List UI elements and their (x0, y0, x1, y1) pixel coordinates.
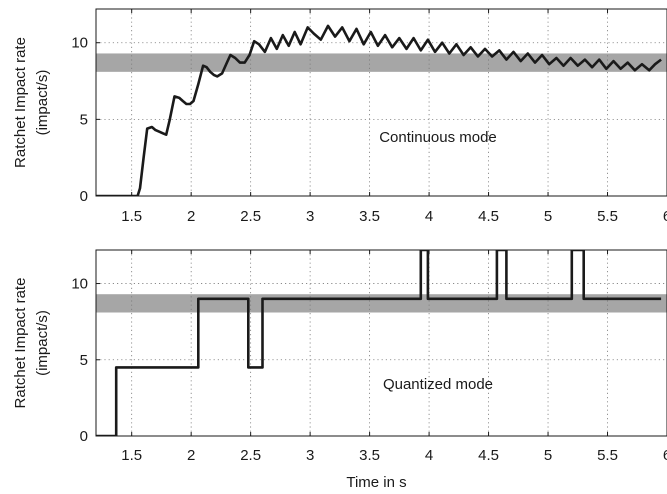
y-tick-label: 10 (71, 35, 88, 52)
x-tick-label: 3 (306, 208, 314, 225)
y-axis-unit: (impact/s) (34, 310, 51, 376)
x-tick-label: 5 (544, 208, 552, 225)
x-tick-label: 4 (425, 447, 433, 464)
y-tick-label: 5 (80, 352, 88, 369)
x-tick-label: 5.5 (597, 208, 618, 225)
x-tick-label: 6 (663, 208, 667, 225)
x-tick-label: 4.5 (478, 447, 499, 464)
x-tick-label: 1.5 (121, 447, 142, 464)
data-line (96, 24, 662, 196)
axes-frame (95, 249, 667, 437)
y-axis-title: Ratchet Impact rate (12, 37, 29, 168)
x-tick-label: 4.5 (478, 208, 499, 225)
x-axis-title: Time in s (346, 474, 406, 491)
data-line (96, 250, 662, 436)
x-tick-label: 3.5 (359, 208, 380, 225)
plot-area (96, 9, 667, 196)
y-tick-label: 0 (80, 428, 88, 445)
continuous-mode-panel: 1.5 2 2.5 3 3.5 4 4.5 5 5.5 6 0 5 10 Ratchet Impact r… (12, 8, 667, 225)
x-tick-label: 4 (425, 208, 433, 225)
x-tick-label: 3.5 (359, 447, 380, 464)
x-tick-label: 5 (544, 447, 552, 464)
x-tick-label: 1.5 (121, 208, 142, 225)
y-tick-label: 0 (80, 188, 88, 205)
quantized-mode-panel: 1.5 2 2.5 3 3.5 4 4.5 5 5.5 6 0 5 10 Ratchet Impact r… (12, 249, 667, 491)
x-tick-label: 2.5 (240, 208, 261, 225)
x-tick-label: 2.5 (240, 447, 261, 464)
y-axis-unit: (impact/s) (34, 70, 51, 136)
y-axis-title: Ratchet Impact rate (12, 278, 29, 409)
mode-annotation: Continuous mode (379, 129, 497, 146)
target-band (96, 294, 667, 313)
axes-frame (95, 8, 667, 197)
mode-annotation: Quantized mode (383, 376, 493, 393)
y-tick-label: 5 (80, 111, 88, 128)
x-tick-label: 2 (187, 447, 195, 464)
plot-area (96, 250, 667, 436)
x-tick-label: 5.5 (597, 447, 618, 464)
x-tick-label: 2 (187, 208, 195, 225)
x-tick-label: 3 (306, 447, 314, 464)
x-tick-label: 6 (663, 447, 667, 464)
y-tick-label: 10 (71, 276, 88, 293)
